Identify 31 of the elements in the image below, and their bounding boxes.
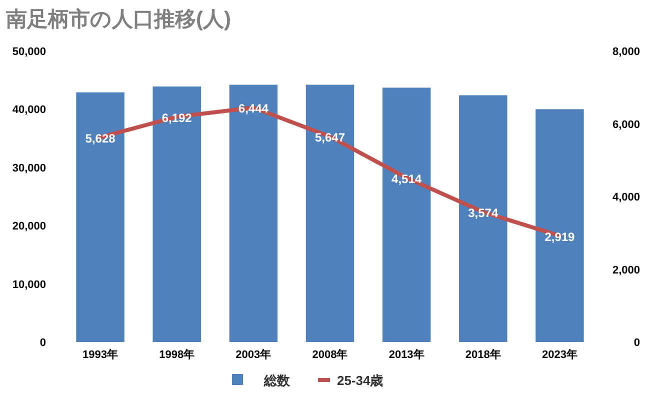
y2-tick-label: 2,000 [612,264,640,276]
y-tick-label: 20,000 [12,220,46,233]
y-tick-label: 50,000 [12,46,46,58]
data-label: 6,192 [162,110,192,125]
chart-title: 南足柄市の人口推移(人) [5,7,231,31]
data-label: 5,628 [85,131,116,146]
bar [306,84,354,342]
y2-tick-label: 0 [634,337,640,349]
y-tick-label: 30,000 [12,162,46,174]
x-tick-label: 2008年 [312,348,348,361]
bar [459,95,508,342]
legend-label: 25-34歳 [337,373,384,388]
y-tick-label: 0 [40,337,46,349]
x-tick-label: 2023年 [542,348,578,361]
x-tick-label: 1993年 [82,348,118,361]
x-tick-label: 2018年 [465,348,501,361]
x-tick-label: 2003年 [236,348,272,361]
data-label: 2,919 [544,230,576,244]
bar [229,84,278,342]
y2-tick-label: 8,000 [612,46,640,58]
y2-tick-label: 4,000 [612,192,640,204]
bar [76,92,124,342]
legend-label: 総数 [263,373,291,388]
x-tick-label: 1998年 [159,348,195,361]
bar [152,86,201,342]
bar [382,88,431,342]
y2-tick-label: 6,000 [612,118,640,131]
x-tick-label: 2013年 [388,348,424,361]
y-tick-label: 40,000 [12,104,46,116]
y-tick-label: 10,000 [12,278,46,291]
bar [536,109,584,342]
